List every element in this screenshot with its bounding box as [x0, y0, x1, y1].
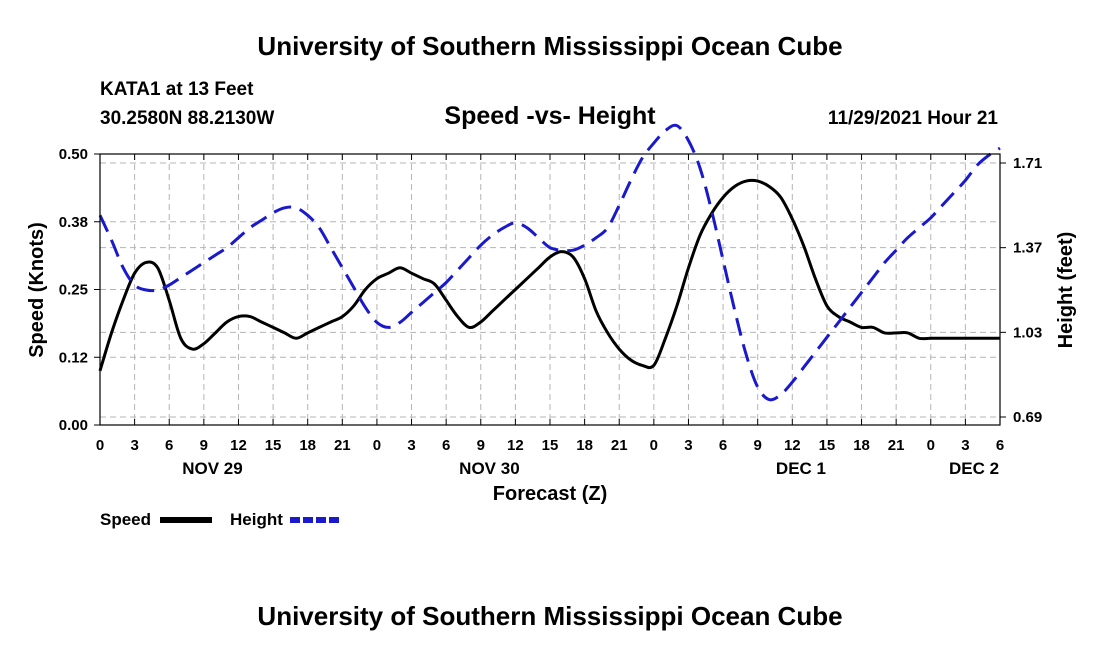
x-tick-label: 6: [719, 437, 727, 454]
height-series-line: [98, 123, 1001, 402]
y-tick-label: 0.50: [59, 146, 88, 163]
day-label: DEC 1: [776, 459, 826, 478]
day-label: DEC 2: [949, 459, 999, 478]
grid-lines: [99, 153, 1001, 426]
y-tick-label: 0.38: [59, 214, 88, 231]
x-tick-label: 6: [996, 437, 1004, 454]
x-tick-label: 12: [784, 437, 801, 454]
chart-main-title: University of Southern Mississippi Ocean…: [257, 31, 842, 61]
y-tick-label: 0.12: [59, 349, 88, 366]
legend: Speed Height: [100, 510, 342, 529]
x-tick-label: 15: [542, 437, 559, 454]
x-tick-label: 0: [650, 437, 658, 454]
legend-label-speed: Speed: [100, 510, 151, 529]
speed-series-line: [98, 178, 1000, 372]
y2-axis-label: Height (feet): [1055, 232, 1077, 349]
x-tick-label: 3: [130, 437, 138, 454]
x-tick-label: 18: [576, 437, 593, 454]
x-tick-label: 0: [373, 437, 381, 454]
x-tick-label: 21: [334, 437, 351, 454]
x-tick-label: 3: [684, 437, 692, 454]
x-tick-label: 9: [477, 437, 485, 454]
x-tick-label: 15: [819, 437, 836, 454]
legend-label-height: Height: [230, 510, 283, 529]
y-tick-label: 0.25: [59, 282, 88, 299]
day-label: NOV 30: [459, 459, 519, 478]
location-label: 30.2580N 88.2130W: [100, 108, 274, 129]
x-tick-label: 21: [611, 437, 628, 454]
y2-tick-label: 1.03: [1013, 324, 1042, 341]
x-tick-label: 6: [442, 437, 450, 454]
x-tick-label: 0: [927, 437, 935, 454]
chart-subtitle: Speed -vs- Height: [444, 102, 656, 130]
y2-tick-label: 1.71: [1013, 155, 1042, 172]
x-tick-label: 6: [165, 437, 173, 454]
x-tick-label: 18: [853, 437, 870, 454]
day-label: NOV 29: [182, 459, 242, 478]
x-tick-label: 21: [888, 437, 905, 454]
x-tick-label: 15: [265, 437, 282, 454]
y-tick-label: 0.00: [59, 417, 88, 434]
x-tick-label: 9: [754, 437, 762, 454]
station-label: KATA1 at 13 Feet: [100, 79, 254, 100]
series-lines: [98, 123, 1001, 402]
x-tick-label: 3: [407, 437, 415, 454]
x-tick-label: 18: [299, 437, 316, 454]
x-tick-label: 9: [200, 437, 208, 454]
x-tick-label: 0: [96, 437, 104, 454]
y-axis-label: Speed (Knots): [26, 222, 48, 358]
x-tick-label: 12: [230, 437, 247, 454]
footer-title: University of Southern Mississippi Ocean…: [257, 601, 842, 631]
x-axis-label: Forecast (Z): [493, 483, 607, 505]
datetime-label: 11/29/2021 Hour 21: [828, 108, 998, 129]
y2-tick-label: 0.69: [1013, 409, 1042, 426]
x-tick-label: 12: [507, 437, 524, 454]
y2-tick-label: 1.37: [1013, 240, 1042, 257]
axis-ticks: 0 3 6 9 12 15 18 21 0 3 6 9 12 15 18 21 0 3 6 9 12 15 18 21 0 3 60…: [59, 146, 1042, 478]
x-tick-label: 3: [961, 437, 969, 454]
